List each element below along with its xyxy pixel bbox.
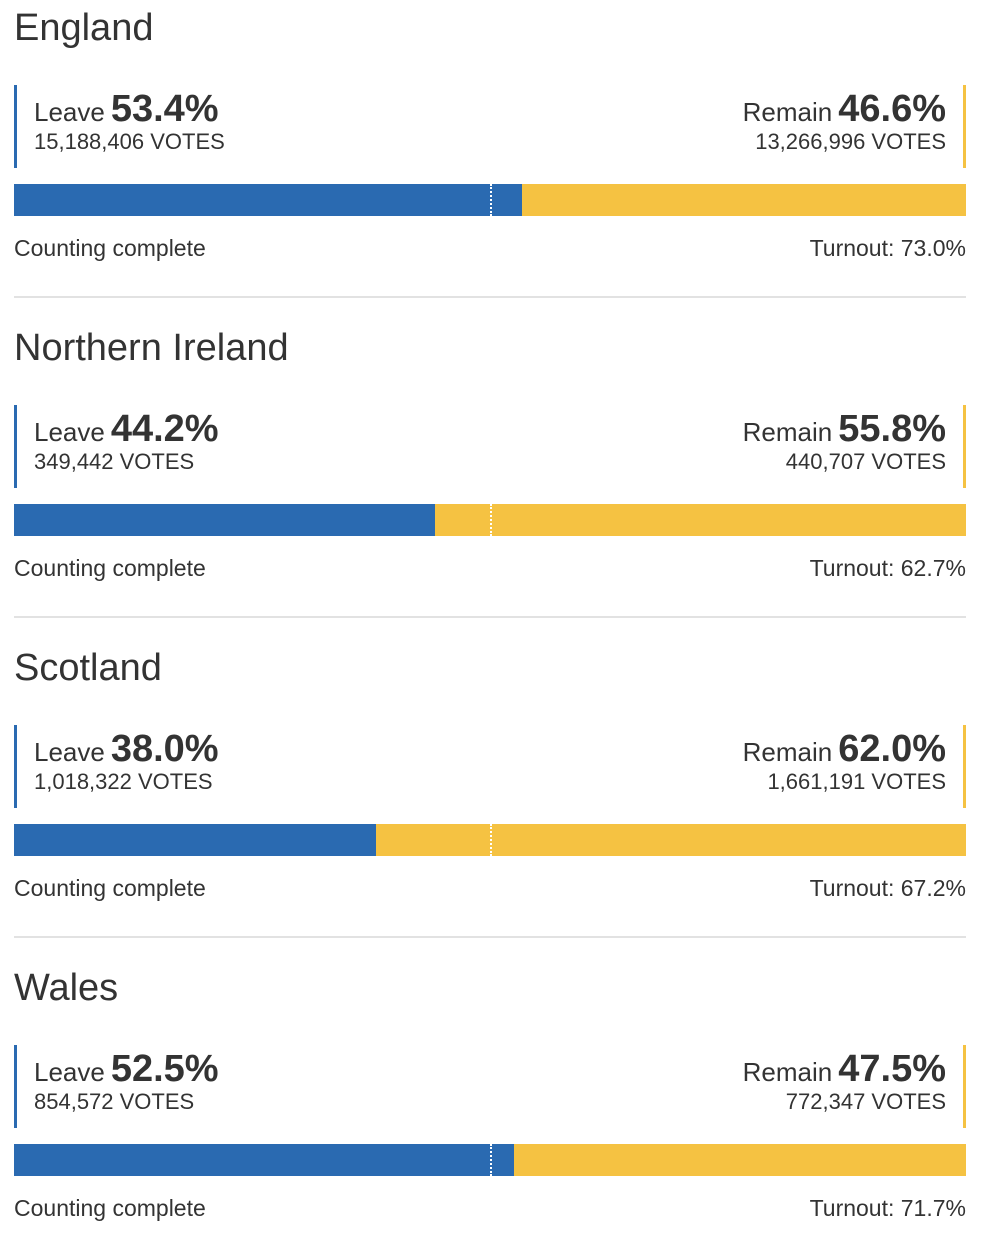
leave-bar — [14, 184, 523, 216]
remain-panel: Remain 62.0% 1,661,191 VOTES — [743, 725, 966, 808]
majority-line — [490, 824, 492, 856]
leave-votes: 15,188,406 VOTES — [34, 129, 225, 154]
count-status: Counting complete — [14, 555, 206, 581]
majority-line — [490, 1144, 492, 1176]
turnout: Turnout: 62.7% — [809, 555, 966, 581]
remain-percent: 62.0% — [838, 728, 946, 770]
leave-label: Leave — [34, 417, 105, 447]
remain-bar — [434, 504, 966, 536]
leave-heading: Leave 52.5% — [34, 1045, 219, 1096]
majority-line — [490, 504, 492, 536]
separator — [14, 616, 966, 618]
remain-votes: 1,661,191 VOTES — [767, 769, 946, 794]
majority-line — [490, 184, 492, 216]
remain-percent: 46.6% — [838, 88, 946, 130]
result-bar — [14, 504, 966, 536]
region-title: Scotland — [14, 647, 162, 689]
turnout: Turnout: 67.2% — [809, 875, 966, 901]
leave-panel: Leave 52.5% 854,572 VOTES — [14, 1045, 219, 1128]
leave-label: Leave — [34, 737, 105, 767]
remain-percent: 55.8% — [838, 408, 946, 450]
region-section: England Leave 53.4% 15,188,406 VOTES Remain 4… — [0, 0, 982, 320]
leave-percent: 52.5% — [110, 1048, 219, 1090]
leave-percent: 53.4% — [110, 88, 219, 130]
leave-panel: Leave 44.2% 349,442 VOTES — [14, 405, 219, 488]
leave-votes: 854,572 VOTES — [34, 1089, 195, 1114]
leave-heading: Leave 38.0% — [34, 725, 219, 776]
count-status: Counting complete — [14, 875, 206, 901]
remain-label: Remain — [742, 97, 833, 127]
remain-votes: 772,347 VOTES — [785, 1089, 946, 1114]
leave-heading: Leave 53.4% — [34, 85, 225, 136]
leave-heading: Leave 44.2% — [34, 405, 219, 456]
leave-panel: Leave 38.0% 1,018,322 VOTES — [14, 725, 219, 808]
remain-votes: 13,266,996 VOTES — [755, 129, 946, 154]
remain-votes: 440,707 VOTES — [785, 449, 946, 474]
separator — [14, 936, 966, 938]
leave-label: Leave — [34, 1057, 105, 1087]
turnout: Turnout: 71.7% — [809, 1195, 966, 1221]
separator — [14, 296, 966, 298]
remain-bar — [522, 184, 966, 216]
leave-percent: 38.0% — [110, 728, 219, 770]
remain-label: Remain — [742, 1057, 833, 1087]
leave-votes: 1,018,322 VOTES — [34, 769, 213, 794]
region-section: Northern Ireland Leave 44.2% 349,442 VOTES R… — [0, 320, 982, 640]
remain-heading: Remain 55.8% — [743, 405, 946, 456]
result-bar — [14, 824, 966, 856]
remain-label: Remain — [742, 737, 833, 767]
remain-panel: Remain 47.5% 772,347 VOTES — [743, 1045, 966, 1128]
remain-panel: Remain 46.6% 13,266,996 VOTES — [743, 85, 966, 168]
leave-votes: 349,442 VOTES — [34, 449, 195, 474]
leave-percent: 44.2% — [110, 408, 219, 450]
result-bar — [14, 1144, 966, 1176]
turnout: Turnout: 73.0% — [809, 235, 966, 261]
count-status: Counting complete — [14, 235, 206, 261]
remain-panel: Remain 55.8% 440,707 VOTES — [743, 405, 966, 488]
leave-panel: Leave 53.4% 15,188,406 VOTES — [14, 85, 225, 168]
remain-label: Remain — [742, 417, 833, 447]
region-section: Scotland Leave 38.0% 1,018,322 VOTES Remain 6… — [0, 640, 982, 960]
leave-bar — [14, 824, 376, 856]
remain-bar — [375, 824, 966, 856]
leave-bar — [14, 504, 435, 536]
remain-percent: 47.5% — [838, 1048, 946, 1090]
region-title: England — [14, 7, 154, 49]
remain-heading: Remain 62.0% — [743, 725, 946, 776]
region-title: Wales — [14, 967, 119, 1009]
remain-bar — [513, 1144, 966, 1176]
remain-heading: Remain 47.5% — [743, 1045, 946, 1096]
leave-label: Leave — [34, 97, 105, 127]
region-title: Northern Ireland — [14, 327, 289, 369]
remain-heading: Remain 46.6% — [743, 85, 946, 136]
count-status: Counting complete — [14, 1195, 206, 1221]
result-bar — [14, 184, 966, 216]
leave-bar — [14, 1144, 514, 1176]
region-section: Wales Leave 52.5% 854,572 VOTES Remain 47.5% 7… — [0, 960, 982, 1238]
